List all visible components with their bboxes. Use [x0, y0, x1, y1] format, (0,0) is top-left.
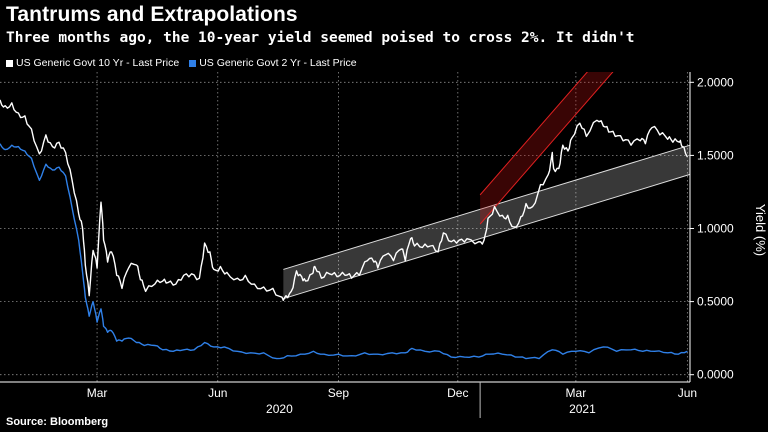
x-tick-label: Jun	[678, 386, 697, 400]
gray-uptrend-channel-fill	[283, 145, 690, 299]
chart-subtitle: Three months ago, the 10-year yield seem…	[6, 30, 635, 46]
y-tick-label: 1.0000	[697, 222, 734, 236]
red-steep-channel-upper-edge	[479, 72, 588, 196]
axes: 2.0000 1.5000 1.0000 0.5000 0.0000 Mar Jun Sep D…	[0, 72, 734, 418]
y-tick-label: 0.0000	[697, 368, 734, 382]
series-line-10y	[0, 99, 689, 301]
series-group	[0, 99, 689, 360]
x-tick-label: Mar	[566, 386, 587, 400]
y-tick-label: 2.0000	[697, 75, 734, 89]
year-label: 2020	[266, 402, 293, 416]
red-steep-channel-lower-edge	[479, 72, 614, 225]
source-note: Source: Bloomberg	[6, 416, 109, 428]
legend-item-2y: US Generic Govt 2 Yr - Last Price	[189, 57, 357, 69]
y-tick-label: 1.5000	[697, 148, 734, 162]
gray-uptrend-channel-upper-edge	[283, 144, 691, 270]
channel-annotations	[283, 72, 691, 300]
legend-label-2y: US Generic Govt 2 Yr - Last Price	[199, 57, 357, 69]
y-axis-label: Yield (%)	[753, 204, 768, 256]
x-tick-label: Mar	[87, 386, 108, 400]
legend-swatch-2y	[189, 59, 197, 67]
x-tick-label: Sep	[328, 386, 350, 400]
chart-title: Tantrums and Extrapolations	[6, 3, 298, 26]
legend-item-10y: US Generic Govt 10 Yr - Last Price	[6, 57, 179, 69]
grid	[0, 72, 690, 382]
legend-swatch-10y	[6, 59, 13, 67]
y-tick-label: 0.5000	[697, 295, 734, 309]
year-label: 2021	[569, 402, 596, 416]
series-line-2y	[0, 143, 688, 360]
legend: US Generic Govt 10 Yr - Last Price US Ge…	[6, 57, 357, 69]
legend-label-10y: US Generic Govt 10 Yr - Last Price	[16, 57, 180, 69]
x-tick-label: Dec	[447, 386, 468, 400]
x-tick-label: Jun	[208, 386, 227, 400]
